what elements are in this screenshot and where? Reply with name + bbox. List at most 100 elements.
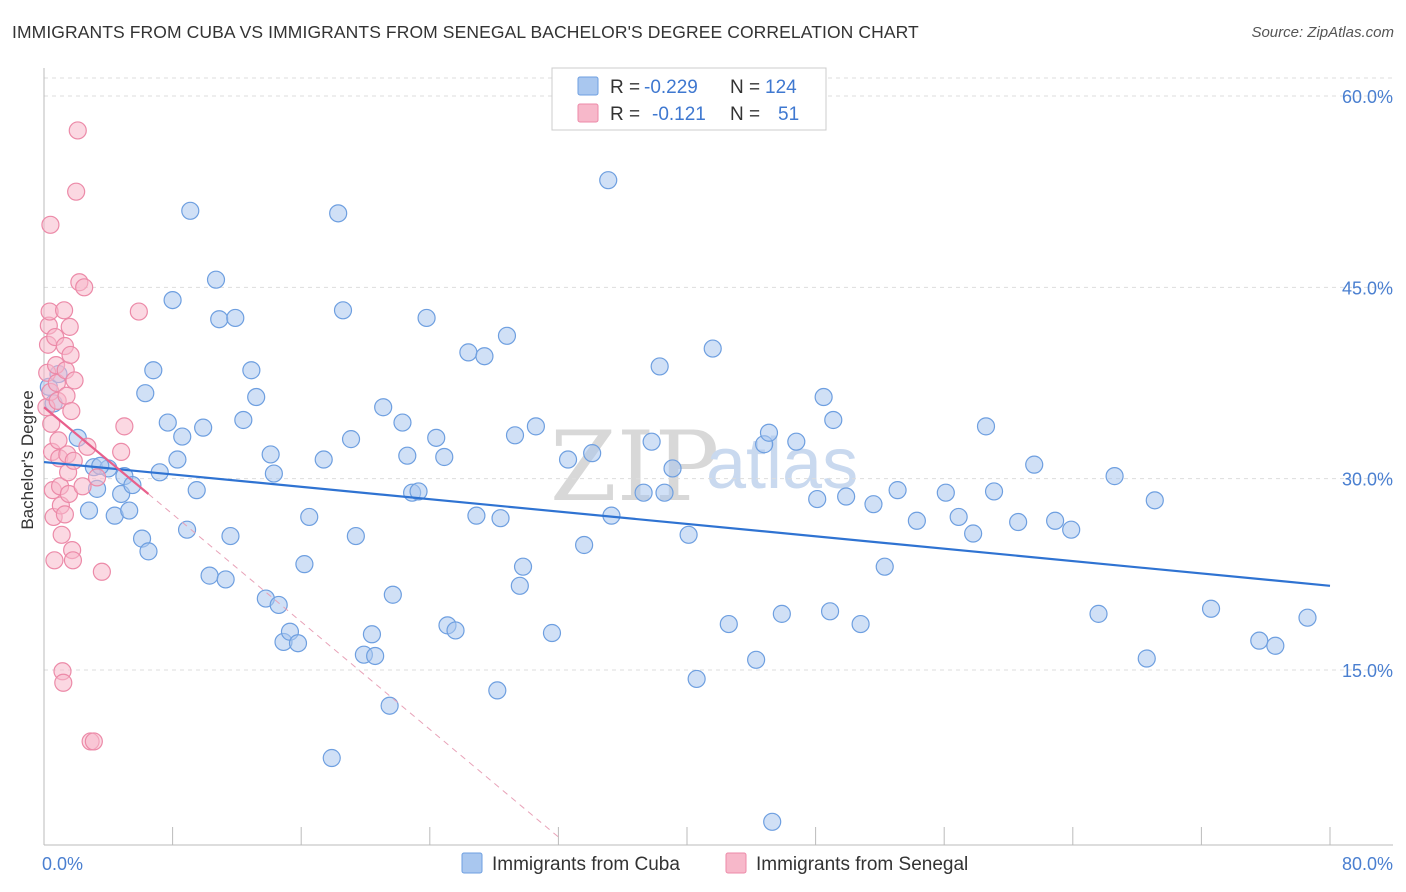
cuba-point [599,171,618,190]
senegal-point [54,673,73,692]
senegal-point [54,301,74,320]
cuba-point [247,387,266,407]
senegal-point [62,401,81,421]
cuba-point [820,602,840,621]
senegal-point [78,437,97,456]
cuba-point [322,748,341,768]
y-tick-label: 60.0% [1342,87,1393,107]
trend-lines [43,406,1331,838]
cuba-point [177,520,197,539]
axes [43,68,1393,846]
legend-swatch-cuba [461,852,483,874]
y-tick-label: 30.0% [1342,470,1393,490]
cuba-point [417,308,436,328]
senegal-point [41,215,60,234]
senegal-point [60,317,79,336]
cuba-point [655,483,674,502]
stats-n-value-cuba: 124 [765,77,797,98]
cuba-point [837,487,856,506]
cuba-point [163,290,182,310]
cuba-point [687,669,706,689]
cuba-point [435,447,454,467]
senegal-point [59,484,79,504]
chart-title: IMMIGRANTS FROM CUBA VS IMMIGRANTS FROM … [12,22,919,42]
series-legend: Immigrants from Cuba Immigrants from Sen… [461,852,968,875]
senegal-point [64,451,83,470]
cuba-point [679,525,698,544]
senegal-point [87,468,107,487]
cuba-point [341,430,361,449]
cuba-point [1266,636,1285,655]
cuba-point [703,339,722,358]
cuba-point [575,535,594,555]
cuba-point [747,650,766,669]
watermark-zip: ZIP [550,411,719,523]
cuba-point [851,614,870,634]
trend-line-cuba [43,460,1331,587]
cuba-point [206,270,226,289]
cuba-point [976,417,996,436]
senegal-point [61,345,80,365]
cuba-point [181,201,200,220]
cuba-point [393,413,412,432]
cuba-point [120,501,139,520]
x-tick-label-min: 0.0% [42,854,83,874]
cuba-point [210,310,229,329]
cuba-point [173,427,192,446]
series-cuba-points [39,171,1317,831]
cuba-point [888,481,907,500]
watermark: ZIP atlas [550,411,858,523]
cuba-point [787,432,806,451]
stats-swatch-senegal [577,103,599,123]
cuba-point [123,475,142,495]
source-credit: Source: ZipAtlas.com [1251,24,1394,41]
cuba-point [136,384,155,403]
senegal-point [47,373,66,393]
cuba-point [1009,512,1028,532]
cuba-point [510,576,529,595]
trend-line-senegal-extension [148,493,559,838]
cuba-point [79,501,99,520]
trend-line-senegal [43,406,150,495]
cuba-point [144,361,163,380]
senegal-point [67,182,86,201]
cuba-point [380,696,399,715]
cuba-point [409,482,428,501]
cuba-point [505,426,525,445]
cuba-point [168,450,187,469]
cuba-point [491,509,510,528]
cuba-point [1137,649,1156,668]
senegal-point [75,278,94,297]
senegal-point [115,417,134,436]
senegal-point [45,551,64,570]
cuba-point [427,428,446,447]
legend-swatch-senegal [725,852,747,874]
cuba-point [763,812,782,831]
senegal-point [112,442,131,461]
cuba-point [526,417,545,436]
cuba-point [1025,455,1044,474]
cuba-point [158,413,177,432]
cuba-point [475,347,494,366]
stats-r-value-cuba: -0.229 [644,77,698,98]
legend-label-senegal: Immigrants from Senegal [756,854,968,875]
cuba-point [513,557,533,576]
cuba-point [216,570,235,589]
cuba-point [467,506,486,525]
cuba-point [269,595,288,615]
x-tick-label-max: 80.0% [1342,854,1393,874]
cuba-point [221,526,240,546]
cuba-point [864,495,883,514]
cuba-point [374,398,393,417]
cuba-point [446,621,465,640]
stats-r-label-cuba: R = [610,77,640,98]
legend-label-cuba: Immigrants from Cuba [492,854,680,875]
senegal-point [52,525,71,544]
cuba-point [383,585,402,604]
cuba-point [1201,599,1221,618]
cuba-point [1046,511,1065,530]
cuba-point [459,343,478,362]
cuba-point [542,623,562,643]
watermark-atlas: atlas [706,424,858,504]
